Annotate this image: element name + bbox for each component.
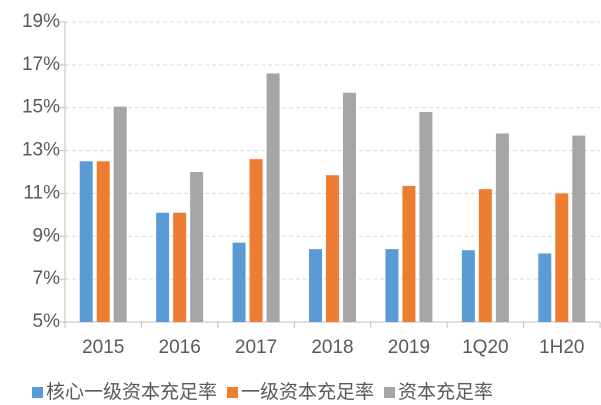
legend-label: 核心一级资本充足率 xyxy=(46,381,217,403)
bar xyxy=(326,175,339,322)
bar xyxy=(538,253,552,322)
legend-label: 资本充足率 xyxy=(398,381,493,403)
bar xyxy=(419,112,433,322)
x-tick-label: 2015 xyxy=(82,337,124,358)
bar xyxy=(572,135,586,322)
y-tick-label: 7% xyxy=(33,268,61,289)
legend-swatch xyxy=(384,387,396,398)
y-tick-label: 9% xyxy=(33,225,61,246)
bar xyxy=(232,242,246,322)
y-tick-label: 19% xyxy=(22,11,60,32)
bar xyxy=(173,212,187,322)
x-tick-label: 1H20 xyxy=(539,337,584,358)
y-tick-label: 17% xyxy=(22,54,60,75)
x-tick-label: 2018 xyxy=(311,337,353,358)
bar xyxy=(156,212,170,322)
legend-swatch xyxy=(32,387,43,398)
legend-swatch xyxy=(227,387,239,398)
bar xyxy=(461,250,475,322)
y-tick-label: 13% xyxy=(22,140,60,161)
bar xyxy=(79,161,93,322)
y-tick-label: 5% xyxy=(33,311,61,332)
bar xyxy=(478,189,492,322)
x-tick-label: 2016 xyxy=(159,337,201,358)
y-tick-label: 11% xyxy=(23,182,60,203)
bar xyxy=(96,161,110,322)
x-tick-label: 2019 xyxy=(388,337,430,358)
bar xyxy=(495,133,509,322)
legend-label: 一级资本充足率 xyxy=(241,381,374,403)
bar xyxy=(402,185,416,322)
bar xyxy=(190,172,204,322)
bar xyxy=(343,92,356,322)
y-tick-label: 15% xyxy=(22,97,60,118)
bar xyxy=(385,249,399,322)
x-tick-label: 1Q20 xyxy=(462,337,508,358)
bar xyxy=(309,249,322,322)
x-tick-label: 2017 xyxy=(235,337,277,358)
bar xyxy=(249,159,263,322)
bar xyxy=(555,193,569,322)
bar xyxy=(266,73,280,322)
bar xyxy=(113,106,127,323)
